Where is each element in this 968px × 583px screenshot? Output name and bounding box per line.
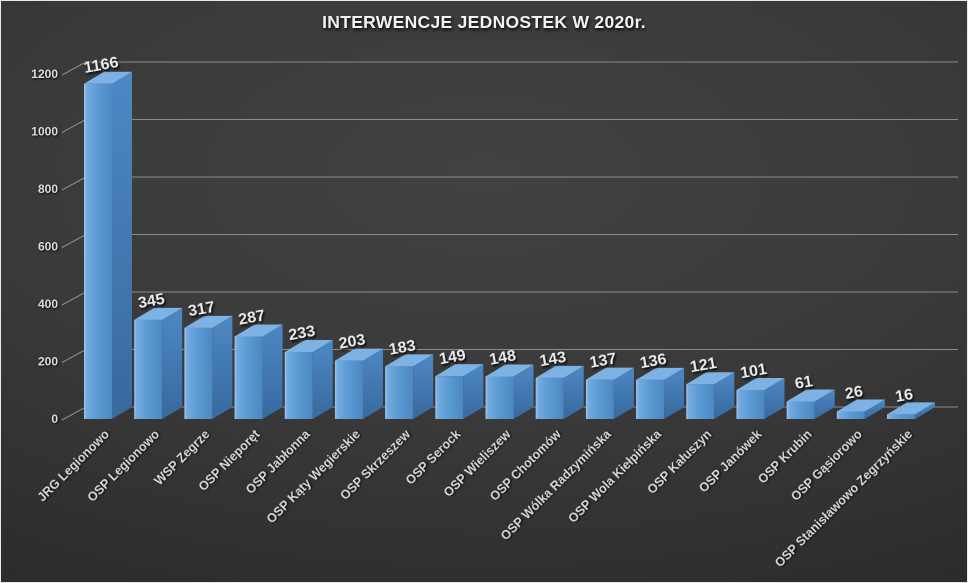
bar-value-label: 61 <box>794 373 815 393</box>
bar-value-label: 101 <box>739 361 768 382</box>
bar-front-face <box>887 414 916 419</box>
bar-value-label: 121 <box>689 355 718 376</box>
bar-value-label: 16 <box>894 386 915 406</box>
y-tick-mark <box>61 120 85 133</box>
bar-front-face <box>836 411 865 419</box>
y-axis-tick-label: 1200 <box>31 67 58 81</box>
y-axis-tick-label: 200 <box>38 355 58 369</box>
bar-front-face <box>686 384 715 419</box>
bar-top-face <box>585 367 634 380</box>
bar-side-face <box>112 71 132 420</box>
bar-top-face <box>836 399 885 412</box>
bar-front-face <box>736 389 765 419</box>
bar-value-label: 233 <box>287 323 316 344</box>
bar-top-face <box>334 348 383 361</box>
bar-top-face <box>134 307 183 320</box>
y-axis-tick-label: 1000 <box>31 125 58 139</box>
bar-top-face <box>686 372 735 385</box>
bar-value-label: 136 <box>639 351 668 372</box>
bar-side-face <box>714 372 735 419</box>
bar-value-label: 1166 <box>83 54 120 77</box>
bar-side-face <box>563 365 584 419</box>
bar-side-face <box>413 354 434 419</box>
bar-value-label: 149 <box>438 347 467 368</box>
bar-top-face <box>234 324 283 337</box>
bar-top-face <box>184 315 233 328</box>
bar-value-label: 287 <box>237 307 266 328</box>
bar-value-label: 183 <box>388 337 417 358</box>
x-axis-category-label: OSP Wola Kiełpińska <box>566 426 665 525</box>
bar-side-face <box>814 389 835 419</box>
bar-top-face <box>435 364 484 377</box>
y-tick-mark <box>61 292 85 306</box>
bar-value-label: 26 <box>844 383 865 403</box>
bar-side-face <box>915 402 936 419</box>
bar-top-face <box>887 402 936 415</box>
y-tick-mark <box>61 350 85 363</box>
y-tick-mark <box>61 235 85 248</box>
y-tick-mark <box>61 177 85 191</box>
bar-top-face <box>284 340 333 353</box>
bar-side-face <box>212 315 233 419</box>
bar-front-face <box>636 379 665 419</box>
bar-side-face <box>613 367 634 419</box>
bar-front-face <box>786 401 815 419</box>
bar-side-face <box>262 324 283 419</box>
bar-front-face <box>485 376 514 419</box>
y-axis-tick-label: 800 <box>38 182 58 196</box>
bar-top-face <box>535 365 584 378</box>
bar-side-face <box>864 399 885 419</box>
bar-front-face <box>435 376 464 419</box>
bar-front-face <box>84 83 112 420</box>
bar-value-label: 137 <box>588 350 617 371</box>
bar-top-face <box>786 389 835 402</box>
bar-value-label: 345 <box>137 291 166 312</box>
bar-top-face <box>84 71 132 84</box>
bar-front-face <box>585 379 614 419</box>
bar-side-face <box>162 307 183 419</box>
y-axis-tick-label: 600 <box>38 240 58 254</box>
bar-value-label: 148 <box>488 347 517 368</box>
bar-top-face <box>736 377 785 390</box>
x-axis-category-label: OSP Kąty Wegierskie <box>264 427 363 526</box>
bar-front-face <box>134 319 163 419</box>
bar-side-face <box>513 364 534 419</box>
bar-front-face <box>385 366 414 419</box>
bar-side-face <box>312 340 333 419</box>
bar-front-face <box>234 336 263 419</box>
bar-side-face <box>463 364 484 419</box>
y-axis-tick-label: 400 <box>38 297 58 311</box>
y-axis-tick-label: 0 <box>51 412 58 426</box>
bar-value-label: 317 <box>187 299 216 320</box>
chart-title: INTERWENCJE JEDNOSTEK W 2020r. <box>322 12 646 32</box>
bar-side-face <box>764 377 785 419</box>
y-tick-mark <box>61 62 85 76</box>
bar-side-face <box>664 367 685 419</box>
bar-value-label: 143 <box>538 349 567 370</box>
bar-top-face <box>385 354 434 367</box>
bar-top-face <box>485 364 534 377</box>
bar-front-face <box>184 327 213 419</box>
bar-value-label: 203 <box>338 332 367 353</box>
y-tick-mark <box>61 407 85 421</box>
bar-top-face <box>636 367 685 380</box>
bar-front-face <box>535 377 564 419</box>
bar-side-face <box>362 348 383 419</box>
bar-front-face <box>284 352 313 419</box>
bar-front-face <box>334 360 363 419</box>
